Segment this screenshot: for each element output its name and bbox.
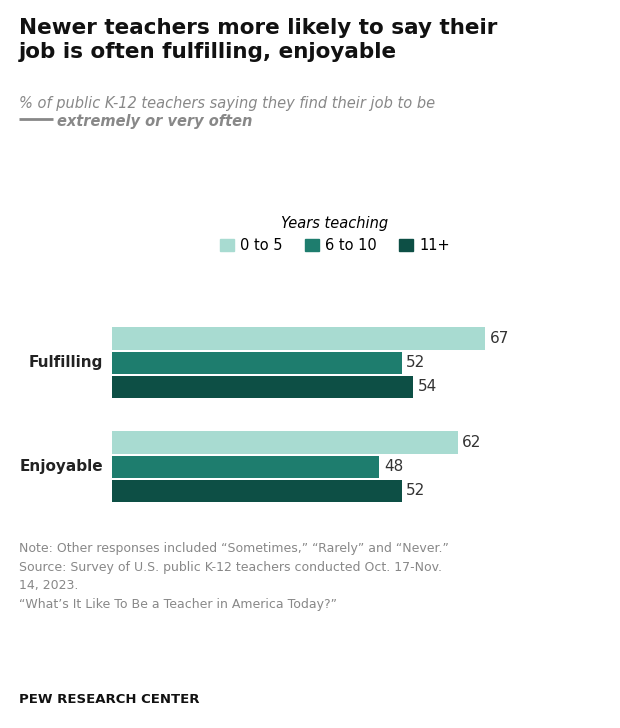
Text: Fulfilling: Fulfilling [29,355,103,371]
Bar [112,328,485,350]
Text: PEW RESEARCH CENTER: PEW RESEARCH CENTER [19,693,199,706]
Legend: 0 to 5, 6 to 10, 11+: 0 to 5, 6 to 10, 11+ [214,210,456,259]
Bar [112,480,402,502]
Text: 54: 54 [417,379,436,395]
Text: 67: 67 [490,331,509,347]
Bar [112,352,402,374]
Text: extremely or very often: extremely or very often [57,114,252,130]
Bar [112,432,458,454]
Text: Newer teachers more likely to say their
job is often fulfilling, enjoyable: Newer teachers more likely to say their … [19,18,497,62]
Bar [112,376,413,398]
Text: 52: 52 [406,483,425,499]
Text: % of public K-12 teachers saying they find their job to be: % of public K-12 teachers saying they fi… [19,96,435,111]
Text: 52: 52 [406,355,425,371]
Text: 48: 48 [384,459,403,475]
Bar [112,456,379,478]
Text: Enjoyable: Enjoyable [20,459,103,475]
Text: Note: Other responses included “Sometimes,” “Rarely” and “Never.”
Source: Survey: Note: Other responses included “Sometime… [19,542,448,611]
Text: 62: 62 [462,435,481,451]
